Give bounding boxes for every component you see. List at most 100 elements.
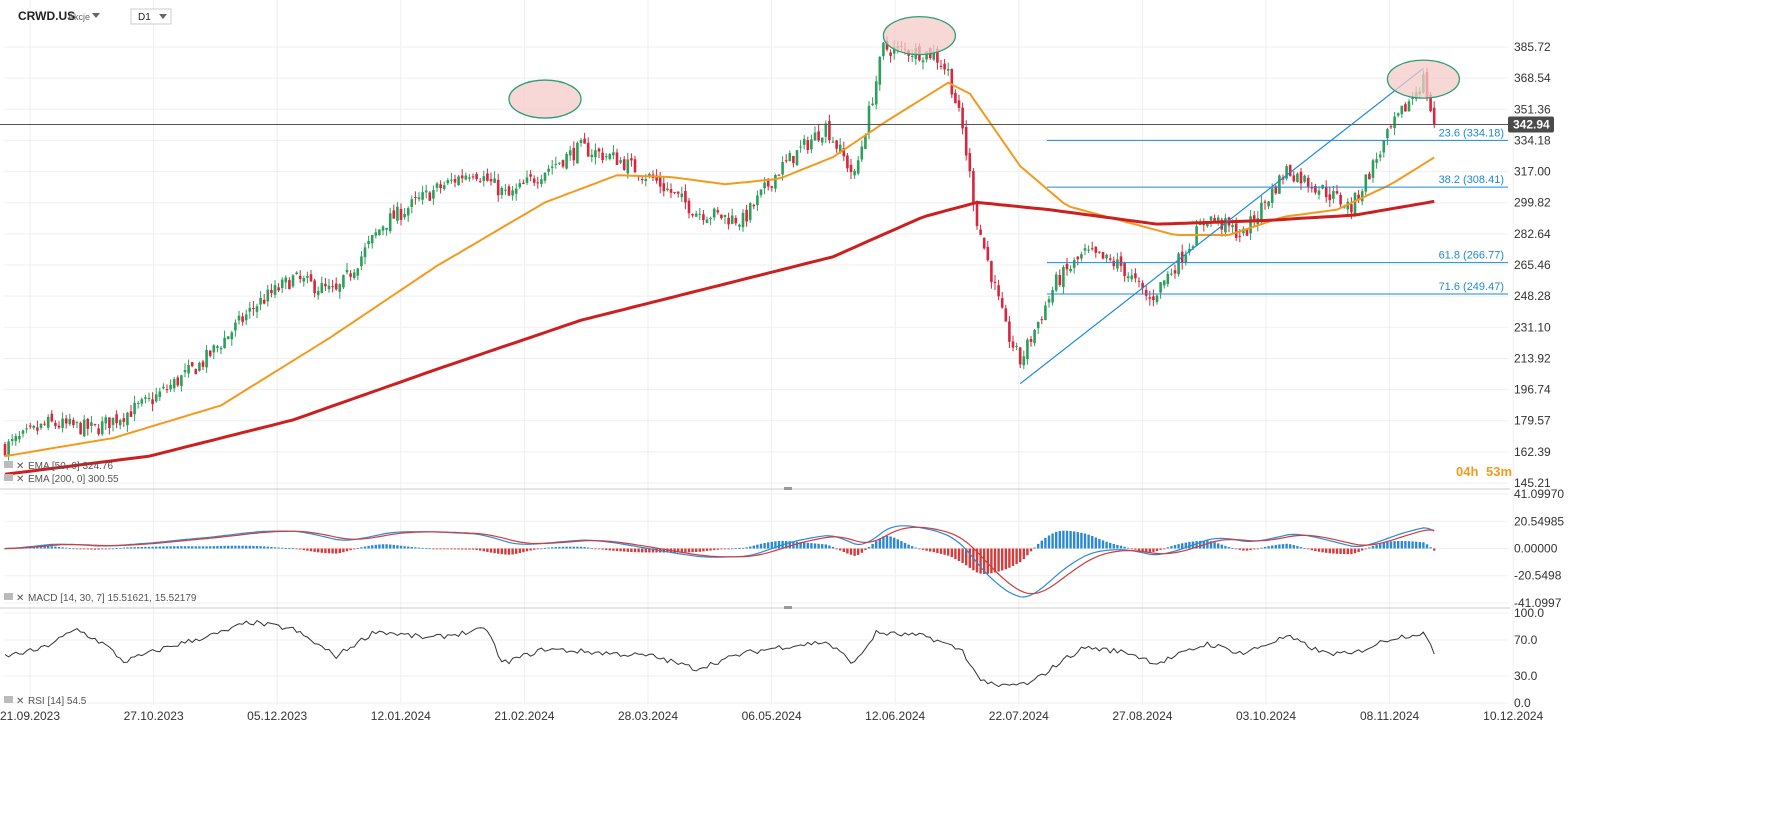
candle-body xyxy=(331,286,334,288)
macd-histogram-bar xyxy=(1123,546,1126,549)
close-icon[interactable]: ✕ xyxy=(16,474,24,485)
candle-body xyxy=(511,190,514,196)
symbol-label[interactable]: CRWD.US xyxy=(18,9,75,23)
macd-histogram-bar xyxy=(835,548,838,550)
close-icon[interactable]: ✕ xyxy=(16,593,24,604)
macd-histogram-bar xyxy=(1418,541,1421,549)
candle-body xyxy=(421,192,424,200)
candle-body xyxy=(990,261,993,283)
macd-histogram-bar xyxy=(291,548,295,550)
timeframe-value: D1 xyxy=(138,12,151,23)
candle-body xyxy=(266,289,270,302)
candle-body xyxy=(1263,201,1267,203)
candle-body xyxy=(615,152,619,165)
candle-body xyxy=(525,177,529,183)
macd-histogram-bar xyxy=(435,548,439,550)
macd-histogram-bar xyxy=(1433,548,1436,551)
macd-histogram-bar xyxy=(479,548,482,551)
macd-histogram-bar xyxy=(1425,544,1429,549)
chevron-down-icon[interactable] xyxy=(159,14,167,19)
candle-body xyxy=(1274,186,1278,194)
macd-histogram-bar xyxy=(1407,541,1411,549)
candle-body xyxy=(788,153,792,162)
candle-body xyxy=(147,397,151,399)
candle-body xyxy=(442,185,446,189)
macd-signal-line xyxy=(5,526,1435,595)
candle-body xyxy=(201,361,205,367)
candle-body xyxy=(626,159,630,174)
macd-histogram-bar xyxy=(216,546,219,549)
candle-body xyxy=(345,269,349,273)
candle-body xyxy=(738,224,741,227)
candle-body xyxy=(795,150,799,166)
macd-histogram-bar xyxy=(1429,547,1432,549)
ema200-legend[interactable]: ✕ EMA [200, 0] 300.55 xyxy=(4,474,119,485)
macd-histogram-bar xyxy=(349,548,352,551)
candle-body xyxy=(298,275,302,279)
macd-histogram-bar xyxy=(583,547,586,549)
macd-histogram-bar xyxy=(997,548,1000,572)
macd-histogram-bar xyxy=(1195,541,1198,549)
chart-icon xyxy=(4,474,13,481)
chevron-down-icon[interactable] xyxy=(92,13,100,18)
pane-resize-handle[interactable] xyxy=(784,606,792,609)
macd-histogram-bar xyxy=(525,548,529,552)
pane-resize-handle[interactable] xyxy=(784,487,792,490)
macd-histogram-bar xyxy=(180,546,183,549)
macd-histogram-bar xyxy=(1371,546,1375,549)
rsi-legend[interactable]: ✕ RSI [14] 54.5 xyxy=(4,696,87,707)
candle-body xyxy=(1040,319,1044,321)
timeframe-select[interactable] xyxy=(130,8,172,25)
ema50-legend[interactable]: ✕ EMA [50, 0] 324.76 xyxy=(4,461,113,472)
candle-body xyxy=(1270,188,1274,203)
candle-body xyxy=(630,158,633,161)
candle-body xyxy=(79,422,82,435)
candle-body xyxy=(36,427,39,431)
asset-type-label: Akcje xyxy=(68,12,90,22)
candle-body xyxy=(370,235,374,244)
macd-legend[interactable]: ✕ MACD [14, 30, 7] 15.51621, 15.52179 xyxy=(4,593,197,604)
candle-body xyxy=(46,416,50,428)
macd-histogram-bar xyxy=(158,546,161,549)
macd-histogram-bar xyxy=(540,548,543,550)
candle-body xyxy=(1357,194,1360,200)
macd-histogram-bar xyxy=(579,546,583,549)
candle-body xyxy=(608,154,612,160)
candle-body xyxy=(676,191,680,194)
macd-histogram-bar xyxy=(569,546,572,549)
macd-histogram-bar xyxy=(1109,542,1112,549)
candle-body xyxy=(360,256,363,267)
macd-histogram-bar xyxy=(842,548,845,553)
macd-histogram-bar xyxy=(1177,544,1180,549)
macd-histogram-bar xyxy=(1091,536,1094,549)
price-tick-label: 231.10 xyxy=(1514,320,1551,334)
candle-body xyxy=(835,140,838,149)
macd-histogram-bar xyxy=(1008,548,1011,568)
candle-body xyxy=(759,189,763,196)
macd-histogram-bar xyxy=(853,548,856,556)
macd-histogram-bar xyxy=(309,548,313,552)
candle-body xyxy=(1206,222,1209,227)
candle-body xyxy=(172,379,176,389)
candle-body xyxy=(252,308,255,310)
macd-histogram-bar xyxy=(1087,534,1090,549)
candle-body xyxy=(385,227,388,230)
macd-legend-label: MACD [14, 30, 7] 15.51621, 15.52179 xyxy=(28,593,197,604)
macd-histogram-bar xyxy=(673,548,676,553)
candle-body xyxy=(194,369,198,375)
close-icon[interactable]: ✕ xyxy=(16,696,24,707)
candle-body xyxy=(259,297,262,305)
macd-histogram-bar xyxy=(371,545,374,549)
macd-histogram-bar xyxy=(482,548,485,552)
macd-histogram-bar xyxy=(227,545,230,549)
macd-histogram-bar xyxy=(313,548,316,552)
macd-histogram-bar xyxy=(1011,548,1015,566)
candle-body xyxy=(532,178,536,183)
candle-body xyxy=(122,418,126,422)
macd-histogram-bar xyxy=(1307,548,1310,550)
close-icon[interactable]: ✕ xyxy=(16,461,24,472)
macd-histogram-bar xyxy=(198,546,201,549)
macd-histogram-bar xyxy=(108,548,111,550)
macd-histogram-bar xyxy=(882,536,885,549)
